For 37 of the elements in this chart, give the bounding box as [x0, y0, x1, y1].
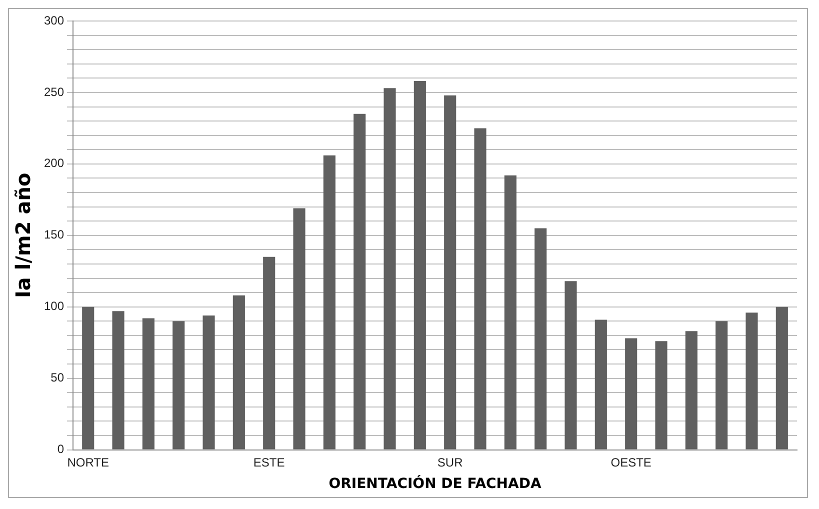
bar — [323, 155, 336, 450]
bar — [202, 315, 215, 450]
bar — [232, 295, 245, 450]
bar — [776, 306, 788, 450]
bar — [263, 256, 276, 450]
bar — [354, 114, 366, 450]
x-axis-title: ORIENTACIÓN DE FACHADA — [328, 475, 542, 492]
bar — [564, 281, 577, 450]
bar — [172, 321, 185, 450]
y-tick-label: 0 — [57, 442, 64, 456]
bar — [655, 341, 668, 450]
bar — [716, 321, 728, 450]
y-tick-label: 250 — [44, 84, 64, 99]
bar — [112, 311, 124, 450]
x-tick-label: OESTE — [610, 455, 652, 470]
bar — [474, 128, 486, 450]
bar — [384, 88, 396, 450]
bar — [82, 306, 94, 450]
y-tick-label: 100 — [44, 299, 64, 314]
bar — [534, 228, 547, 450]
bar — [685, 331, 698, 450]
bar — [746, 312, 758, 450]
bar — [414, 81, 426, 450]
y-tick-label: 150 — [44, 228, 64, 242]
bar — [625, 338, 638, 450]
bar — [444, 95, 456, 450]
bar — [594, 320, 607, 450]
x-tick-label: SUR — [437, 455, 464, 470]
x-tick-label: NORTE — [67, 455, 110, 470]
y-tick-label: 50 — [50, 370, 64, 385]
y-axis-title: Ia l/m2 año — [11, 172, 36, 298]
x-tick-label: ESTE — [253, 455, 285, 470]
bar — [293, 208, 306, 450]
y-tick-label: 300 — [44, 13, 64, 28]
bar — [142, 318, 154, 450]
bar — [504, 175, 516, 450]
y-tick-label: 200 — [44, 156, 64, 170]
